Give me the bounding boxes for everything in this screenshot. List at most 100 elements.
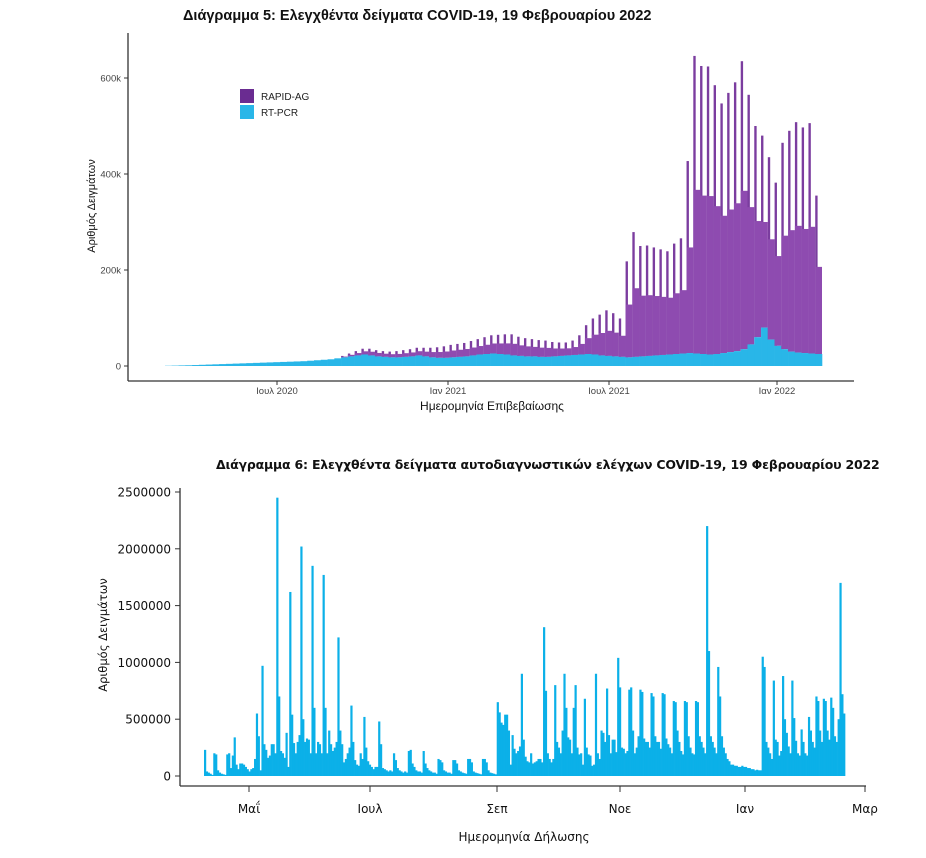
bar-self-test — [500, 722, 503, 776]
bar-self-test — [578, 754, 581, 776]
bar-self-test — [430, 771, 433, 776]
bar-self-test — [661, 693, 664, 776]
bar-self-test — [404, 771, 407, 776]
bar-rapid-ag-body — [652, 296, 660, 356]
bar-self-test — [628, 689, 631, 776]
chart5-bars — [165, 55, 823, 366]
bar-self-test — [609, 753, 612, 776]
bar-rt-pcr — [584, 354, 593, 366]
bar-self-test — [441, 762, 444, 776]
bar-self-test — [570, 753, 574, 776]
bar-self-test — [368, 764, 372, 776]
chart5-y-label: Αριθμός Δειγμάτων — [86, 159, 98, 253]
bar-self-test — [250, 769, 253, 776]
bar-self-test — [839, 582, 842, 776]
bar-self-test — [392, 753, 396, 776]
bar-self-test — [793, 718, 796, 776]
x-tick-label: Νοε — [609, 802, 632, 816]
bar-rt-pcr — [402, 356, 410, 366]
bar-self-test — [481, 758, 485, 776]
bar-self-test — [505, 714, 509, 776]
bar-rapid-ag-body — [442, 351, 450, 358]
bar-self-test — [207, 772, 210, 776]
bar-self-test — [539, 758, 542, 776]
bar-rapid-ag-body — [693, 189, 701, 354]
bar-rt-pcr — [463, 356, 471, 366]
bar-self-test — [817, 701, 820, 776]
bar-self-test — [470, 762, 473, 776]
bar-self-test — [709, 736, 712, 776]
y-tick-label: 1500000 — [118, 599, 171, 613]
bar-self-test — [785, 732, 788, 776]
bar-self-test — [444, 771, 448, 776]
bar-self-test — [618, 687, 622, 776]
bar-self-test — [315, 753, 318, 776]
bar-self-test — [509, 764, 512, 776]
bar-rt-pcr — [530, 356, 538, 366]
bar-self-test — [415, 770, 418, 776]
bar-self-test — [385, 770, 388, 776]
bar-self-test — [587, 754, 590, 776]
bar-self-test — [739, 766, 742, 776]
bar-rt-pcr — [612, 356, 620, 366]
bar-rt-pcr — [591, 354, 599, 366]
bar-self-test — [435, 773, 438, 776]
bar-self-test — [311, 565, 314, 776]
bar-self-test — [291, 714, 294, 776]
bar-self-test — [759, 770, 762, 776]
bar-self-test — [287, 766, 290, 776]
bar-self-test — [639, 689, 642, 776]
bar-self-test — [231, 755, 234, 776]
bar-self-test — [743, 766, 746, 776]
bar-self-test — [276, 497, 279, 776]
bar-self-test — [422, 751, 425, 776]
bar-self-test — [607, 735, 611, 776]
bar-self-test — [254, 758, 257, 776]
bar-self-test — [544, 690, 548, 776]
bar-self-test — [204, 749, 207, 776]
bar-rapid-ag-body — [794, 225, 802, 353]
bar-self-test — [780, 751, 783, 776]
bar-self-test — [341, 744, 344, 776]
bar-self-test — [211, 774, 214, 776]
bar-self-test — [379, 744, 383, 776]
bar-rt-pcr — [551, 356, 559, 366]
bar-self-test — [355, 764, 359, 776]
bar-rapid-ag-body — [761, 222, 768, 328]
bar-self-test — [533, 762, 536, 776]
bar-rapid-ag-body — [618, 335, 626, 357]
bar-rt-pcr — [618, 356, 626, 366]
bar-self-test — [244, 766, 247, 776]
bar-self-test — [213, 753, 216, 776]
bar-rapid-ag-body — [388, 354, 396, 358]
chart5-x-ticks: Ιουλ 2020 Ιαν 2021 Ιουλ 2021 Ιαν 2022 — [256, 381, 795, 397]
bar-self-test — [654, 736, 657, 776]
bar-rapid-ag-body — [374, 352, 382, 357]
bar-self-test — [263, 744, 266, 776]
x-tick-label: Μαΐ — [238, 801, 260, 816]
bar-rt-pcr — [368, 355, 376, 366]
bar-self-test — [361, 758, 364, 776]
bar-self-test — [252, 768, 255, 776]
bar-rt-pcr — [374, 356, 383, 366]
bar-rapid-ag-body — [517, 345, 524, 356]
bar-rapid-ag-body — [469, 347, 477, 356]
bar-self-test — [524, 756, 527, 776]
bar-rt-pcr — [754, 337, 762, 366]
bar-self-test — [472, 771, 475, 776]
bar-self-test — [626, 751, 629, 776]
bar-self-test — [813, 747, 816, 776]
bar-self-test — [778, 755, 781, 776]
bar-self-test — [378, 721, 381, 776]
bar-self-test — [763, 666, 766, 776]
bar-self-test — [246, 769, 249, 776]
bar-self-test — [418, 771, 422, 776]
bar-self-test — [815, 696, 818, 776]
bar-self-test — [222, 774, 225, 776]
bar-rapid-ag-body — [754, 221, 762, 338]
y-tick-label: 200k — [100, 266, 121, 277]
bar-self-test — [489, 772, 492, 776]
bar-rapid-ag-body — [564, 348, 572, 356]
bar-self-test — [537, 758, 540, 776]
bar-self-test — [665, 738, 668, 776]
